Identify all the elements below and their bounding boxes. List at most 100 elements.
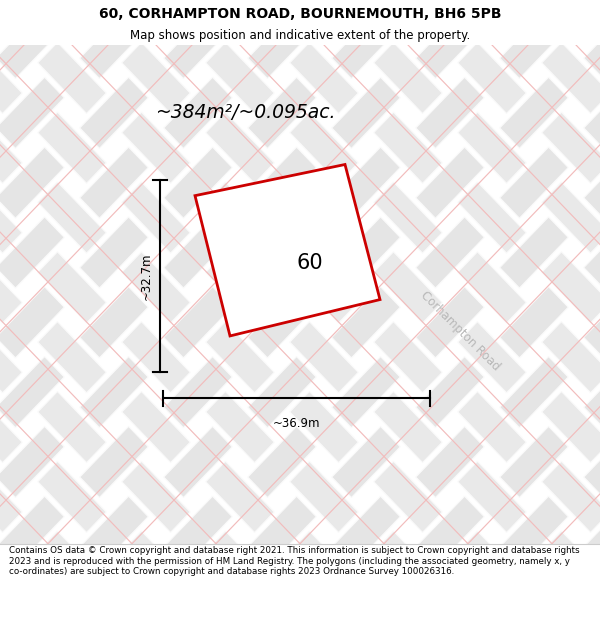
Polygon shape — [500, 147, 568, 218]
Polygon shape — [458, 182, 526, 253]
Polygon shape — [542, 0, 600, 44]
Polygon shape — [584, 356, 600, 428]
Polygon shape — [500, 566, 568, 625]
Text: 60, CORHAMPTON ROAD, BOURNEMOUTH, BH6 5PB: 60, CORHAMPTON ROAD, BOURNEMOUTH, BH6 5P… — [99, 6, 501, 21]
Polygon shape — [374, 461, 442, 532]
Polygon shape — [0, 0, 22, 44]
Polygon shape — [0, 147, 64, 218]
Polygon shape — [584, 78, 600, 148]
Polygon shape — [584, 287, 600, 358]
Polygon shape — [122, 252, 190, 323]
Polygon shape — [416, 78, 484, 148]
Polygon shape — [38, 391, 106, 462]
Polygon shape — [0, 287, 64, 358]
Polygon shape — [80, 287, 148, 358]
Polygon shape — [290, 531, 358, 602]
Polygon shape — [332, 217, 400, 288]
Polygon shape — [0, 531, 22, 602]
Polygon shape — [0, 391, 22, 462]
Polygon shape — [584, 566, 600, 625]
Polygon shape — [248, 356, 316, 428]
Polygon shape — [290, 322, 358, 392]
Polygon shape — [416, 566, 484, 625]
Polygon shape — [0, 356, 64, 428]
Polygon shape — [248, 426, 316, 498]
Polygon shape — [206, 531, 274, 602]
Polygon shape — [542, 252, 600, 323]
Polygon shape — [290, 391, 358, 462]
Text: ~384m²/~0.095ac.: ~384m²/~0.095ac. — [155, 103, 335, 122]
Polygon shape — [80, 426, 148, 498]
Polygon shape — [374, 0, 442, 44]
Polygon shape — [542, 42, 600, 114]
Polygon shape — [80, 356, 148, 428]
Polygon shape — [290, 252, 358, 323]
Polygon shape — [164, 78, 232, 148]
Polygon shape — [542, 322, 600, 392]
Polygon shape — [80, 147, 148, 218]
Polygon shape — [80, 8, 148, 79]
Polygon shape — [0, 322, 22, 392]
Text: Contains OS data © Crown copyright and database right 2021. This information is : Contains OS data © Crown copyright and d… — [9, 546, 580, 576]
Polygon shape — [290, 112, 358, 183]
Polygon shape — [0, 42, 22, 114]
Polygon shape — [164, 356, 232, 428]
Polygon shape — [416, 356, 484, 428]
Polygon shape — [290, 42, 358, 114]
Polygon shape — [164, 147, 232, 218]
Polygon shape — [80, 496, 148, 568]
Polygon shape — [458, 531, 526, 602]
Polygon shape — [248, 147, 316, 218]
Polygon shape — [248, 496, 316, 568]
Polygon shape — [332, 426, 400, 498]
Polygon shape — [416, 426, 484, 498]
Text: 60: 60 — [296, 253, 323, 273]
Polygon shape — [416, 287, 484, 358]
Text: Corhampton Road: Corhampton Road — [418, 289, 502, 373]
Polygon shape — [290, 182, 358, 253]
Polygon shape — [164, 287, 232, 358]
Polygon shape — [206, 112, 274, 183]
Polygon shape — [206, 42, 274, 114]
Polygon shape — [416, 147, 484, 218]
Polygon shape — [542, 112, 600, 183]
Polygon shape — [38, 112, 106, 183]
Polygon shape — [164, 426, 232, 498]
Polygon shape — [374, 531, 442, 602]
Polygon shape — [0, 182, 22, 253]
Polygon shape — [0, 496, 64, 568]
Polygon shape — [0, 112, 22, 183]
Polygon shape — [290, 0, 358, 44]
Text: ~32.7m: ~32.7m — [139, 253, 152, 300]
Polygon shape — [542, 182, 600, 253]
Polygon shape — [122, 112, 190, 183]
Polygon shape — [374, 391, 442, 462]
Polygon shape — [38, 252, 106, 323]
Polygon shape — [458, 112, 526, 183]
Polygon shape — [500, 287, 568, 358]
Polygon shape — [38, 531, 106, 602]
Polygon shape — [374, 42, 442, 114]
Polygon shape — [500, 426, 568, 498]
Polygon shape — [0, 566, 64, 625]
Polygon shape — [584, 496, 600, 568]
Polygon shape — [248, 8, 316, 79]
Polygon shape — [584, 8, 600, 79]
Polygon shape — [122, 42, 190, 114]
Polygon shape — [0, 426, 64, 498]
Polygon shape — [248, 217, 316, 288]
Polygon shape — [458, 252, 526, 323]
Polygon shape — [195, 164, 380, 336]
Polygon shape — [80, 566, 148, 625]
Polygon shape — [458, 391, 526, 462]
Polygon shape — [122, 322, 190, 392]
Polygon shape — [332, 356, 400, 428]
Text: ~36.9m: ~36.9m — [273, 417, 320, 430]
Polygon shape — [38, 42, 106, 114]
Polygon shape — [374, 252, 442, 323]
Text: Map shows position and indicative extent of the property.: Map shows position and indicative extent… — [130, 29, 470, 42]
Polygon shape — [206, 252, 274, 323]
Polygon shape — [332, 8, 400, 79]
Polygon shape — [458, 42, 526, 114]
Polygon shape — [164, 8, 232, 79]
